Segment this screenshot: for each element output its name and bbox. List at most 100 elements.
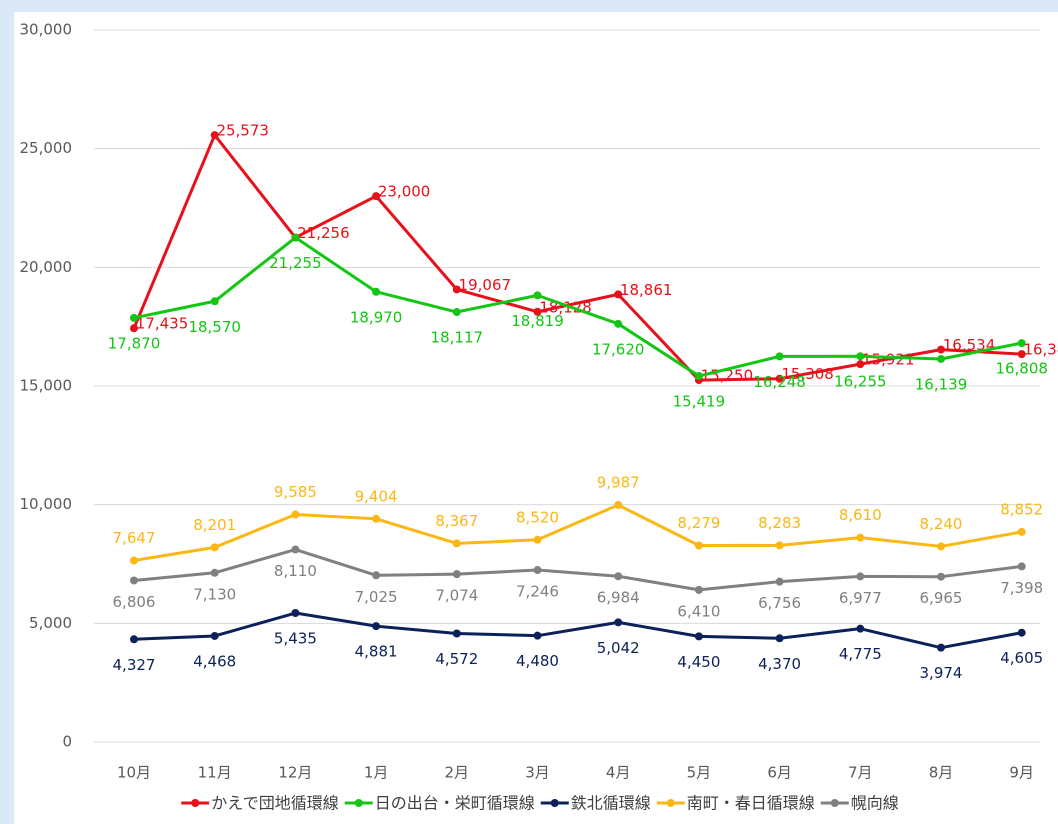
point: [775, 577, 784, 586]
point: [130, 556, 138, 565]
data-label: 8,367: [435, 512, 478, 530]
data-label: 9,585: [274, 483, 317, 501]
point: [856, 360, 865, 369]
point: [372, 514, 381, 523]
point: [937, 643, 945, 652]
data-label: 8,240: [920, 515, 963, 533]
point: [533, 566, 542, 575]
data-label: 16,534: [943, 336, 996, 354]
point: [130, 576, 138, 585]
point: [614, 500, 623, 509]
series-line: [132, 133, 1022, 382]
point: [452, 629, 461, 638]
data-label: 7,398: [1000, 579, 1043, 597]
series-line: [133, 611, 1022, 650]
data-label: 8,110: [274, 562, 317, 580]
y-tick-label: 10,000: [20, 495, 73, 513]
y-tick-label: 25,000: [20, 139, 73, 157]
x-tick-label: 3月: [525, 764, 550, 782]
y-tick-label: 0: [62, 733, 72, 751]
point: [533, 535, 542, 544]
point: [452, 539, 461, 548]
x-tick-label: 12月: [278, 764, 312, 782]
data-label: 4,881: [355, 643, 398, 661]
legend: かえで団地循環線 日の出台・栄町循環線 鉄北循環線 南町・春日循環線 幌向線: [181, 794, 899, 813]
data-label: 4,605: [1000, 649, 1043, 667]
data-label: 7,130: [193, 585, 236, 603]
data-label: 4,370: [758, 655, 801, 673]
y-tick-label: 20,000: [20, 258, 73, 276]
point: [937, 345, 945, 354]
y-tick-label: 15,000: [20, 377, 73, 395]
data-label: 4,572: [435, 650, 478, 668]
point: [372, 192, 381, 201]
series-line: [133, 503, 1022, 562]
legend-marker: [191, 799, 200, 807]
x-tick-label: 11月: [198, 764, 232, 782]
data-label: 7,246: [516, 583, 559, 601]
point: [291, 510, 300, 519]
data-label: 6,756: [758, 594, 801, 612]
data-label: 18,819: [511, 312, 564, 330]
data-label: 16,248: [753, 373, 806, 391]
data-label: 6,806: [113, 593, 156, 611]
point: [210, 297, 219, 306]
x-tick-label: 6月: [767, 764, 792, 782]
y-tick-label: 5,000: [29, 614, 72, 632]
legend-marker: [550, 799, 559, 807]
data-label: 6,965: [920, 589, 963, 607]
point: [372, 571, 381, 580]
data-label: 4,327: [113, 656, 156, 674]
point: [291, 233, 300, 242]
data-label: 7,025: [355, 588, 398, 606]
point: [533, 307, 542, 316]
data-label: 21,255: [269, 254, 322, 272]
data-label: 18,861: [620, 281, 673, 299]
point: [130, 313, 138, 322]
legend-label: 鉄北循環線: [571, 794, 651, 813]
point: [856, 572, 865, 581]
point: [937, 572, 945, 581]
point: [452, 570, 461, 579]
data-label: 3,974: [920, 664, 963, 682]
point: [210, 568, 219, 577]
data-label: 5,435: [274, 630, 317, 648]
data-label: 9,987: [597, 473, 640, 491]
y-tick-label: 30,000: [20, 21, 73, 39]
data-label: 8,610: [839, 506, 882, 524]
data-label: 23,000: [378, 183, 431, 201]
data-label: 18,570: [188, 318, 241, 336]
data-label: 16,808: [995, 360, 1048, 378]
data-label: 8,279: [677, 514, 720, 532]
point: [856, 624, 865, 633]
point: [856, 352, 865, 361]
data-label: 7,074: [435, 587, 478, 605]
x-tick-label: 4月: [606, 764, 631, 782]
legend-marker: [354, 799, 363, 807]
data-label: 8,520: [516, 508, 559, 526]
point: [533, 291, 542, 300]
data-label: 25,573: [216, 122, 269, 140]
point: [130, 324, 138, 333]
data-label: 8,852: [1000, 500, 1043, 518]
chart-area: [14, 12, 1058, 824]
data-label: 4,450: [677, 653, 720, 671]
legend-label: 南町・春日循環線: [687, 794, 815, 813]
data-label: 16,343: [1023, 341, 1058, 359]
point: [614, 572, 623, 581]
point: [1017, 562, 1026, 571]
data-label: 16,139: [915, 375, 968, 393]
point: [614, 319, 623, 328]
x-tick-label: 9月: [1009, 764, 1034, 782]
legend-marker: [666, 799, 675, 807]
point: [694, 372, 703, 381]
data-label: 15,308: [781, 365, 834, 383]
data-label: 6,410: [677, 602, 720, 620]
point: [856, 533, 865, 542]
point: [291, 545, 300, 554]
point: [210, 131, 219, 140]
point: [372, 287, 381, 296]
point: [1017, 339, 1026, 348]
data-label: 8,201: [193, 516, 236, 534]
legend-label: かえで団地循環線: [211, 794, 339, 813]
